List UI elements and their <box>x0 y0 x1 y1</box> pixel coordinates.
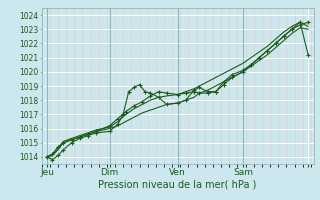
X-axis label: Pression niveau de la mer( hPa ): Pression niveau de la mer( hPa ) <box>99 180 257 190</box>
